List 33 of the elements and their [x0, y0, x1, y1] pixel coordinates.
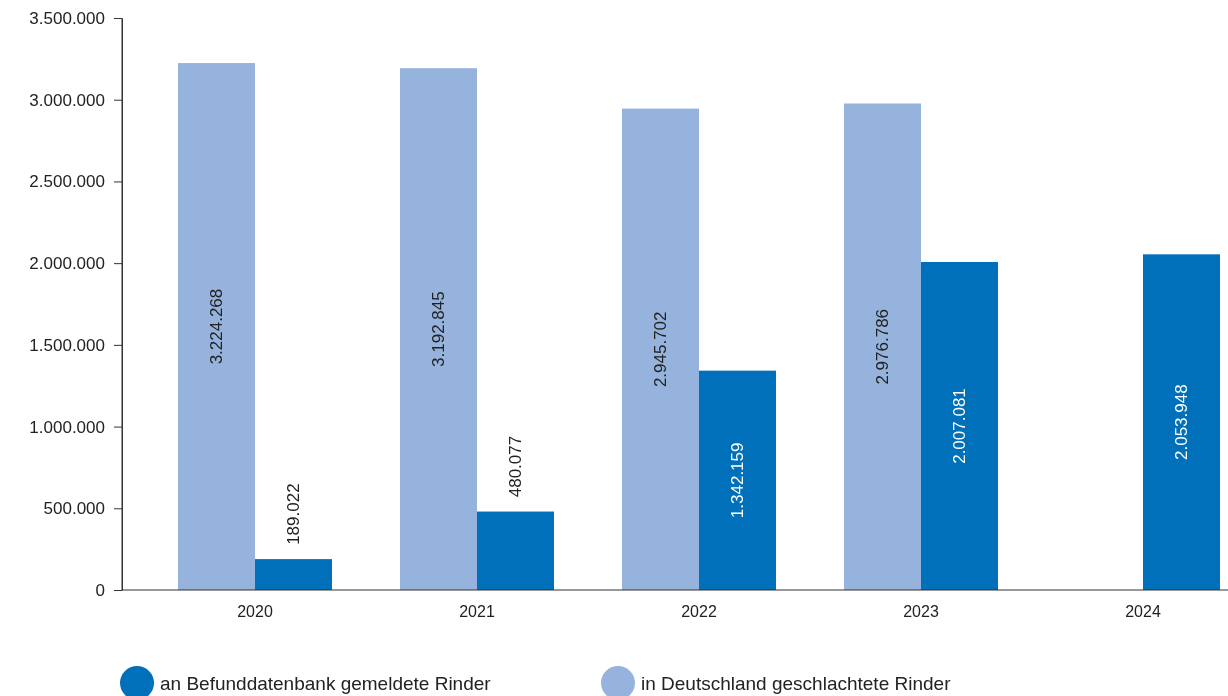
bar	[255, 559, 332, 590]
bar	[699, 370, 776, 590]
bar	[477, 511, 554, 590]
x-tick-label: 2024	[1125, 603, 1161, 620]
y-tick-label: 1.500.000	[29, 335, 105, 355]
data-label: 2.053.948	[1172, 384, 1191, 460]
data-label: 1.342.159	[728, 442, 747, 519]
bar	[1143, 254, 1220, 590]
y-tick-label: 3.000.000	[29, 90, 105, 110]
bar	[178, 63, 255, 590]
y-tick-label: 3.500.000	[29, 8, 105, 28]
data-label: 2.976.786	[873, 308, 892, 385]
y-tick-label: 2.500.000	[29, 172, 105, 192]
x-tick-label: 2023	[903, 603, 939, 620]
data-label: 2.007.081	[950, 388, 969, 464]
y-tick-label: 0	[95, 580, 105, 600]
legend-label: an Befunddatenbank gemeldete Rinder	[160, 672, 492, 694]
x-tick-label: 2021	[459, 603, 495, 620]
bar	[844, 103, 921, 590]
y-tick-label: 1.000.000	[29, 417, 105, 437]
y-tick-label: 500.000	[43, 499, 105, 519]
data-label: 3.224.268	[207, 288, 226, 365]
data-label: 480.077	[506, 435, 525, 498]
bar	[400, 68, 477, 590]
bar	[622, 108, 699, 590]
bar	[921, 261, 998, 590]
data-label: 3.192.845	[429, 291, 448, 367]
x-tick-label: 2020	[237, 603, 273, 620]
data-label: 189.022	[284, 483, 303, 545]
x-tick-label: 2022	[681, 603, 717, 620]
y-tick-label: 2.000.000	[29, 254, 105, 274]
legend-label: in Deutschland geschlachtete Rinder	[641, 672, 952, 694]
data-label: 2.945.702	[651, 311, 670, 388]
